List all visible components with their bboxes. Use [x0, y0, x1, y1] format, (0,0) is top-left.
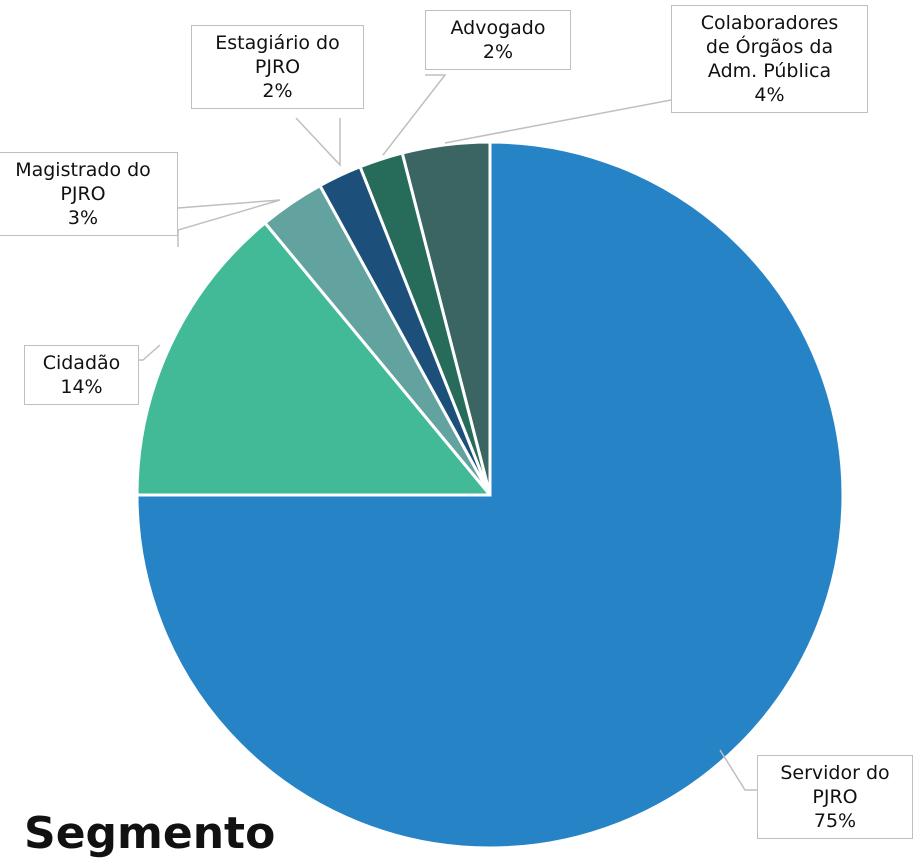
data-label: Magistrado do PJRO 3%	[0, 152, 178, 236]
leader-lines	[139, 74, 757, 791]
pie-slice	[135, 140, 845, 850]
data-label: Estagiário do PJRO 2%	[191, 25, 364, 109]
leader-line	[719, 749, 757, 791]
label-name: Servidor do PJRO	[780, 762, 890, 808]
label-value: 2%	[482, 41, 514, 63]
pie-slice	[135, 220, 494, 497]
label-value: 2%	[262, 80, 293, 102]
data-label: Colaboradores de Órgãos da Adm. Pública 4…	[671, 5, 868, 113]
leader-line	[177, 199, 281, 247]
label-value: 75%	[813, 810, 857, 832]
label-name: Colaboradores de Órgãos da Adm. Pública	[700, 12, 839, 82]
label-value: 4%	[754, 84, 785, 106]
label-name: Estagiário do PJRO	[215, 32, 340, 78]
chart-title: Segmento	[24, 808, 276, 859]
label-name: Cidadão	[42, 352, 121, 374]
data-label: Cidadão 14%	[24, 345, 139, 405]
data-label: Servidor do PJRO 75%	[757, 755, 913, 839]
label-name: Magistrado do PJRO	[15, 159, 151, 205]
data-label: Advogado 2%	[425, 10, 571, 70]
label-value: 3%	[67, 207, 99, 229]
label-value: 14%	[60, 376, 103, 398]
leader-line	[382, 74, 447, 156]
leader-line	[444, 99, 672, 144]
leader-line	[295, 117, 341, 167]
label-name: Advogado	[450, 17, 546, 39]
leader-line	[139, 344, 161, 361]
